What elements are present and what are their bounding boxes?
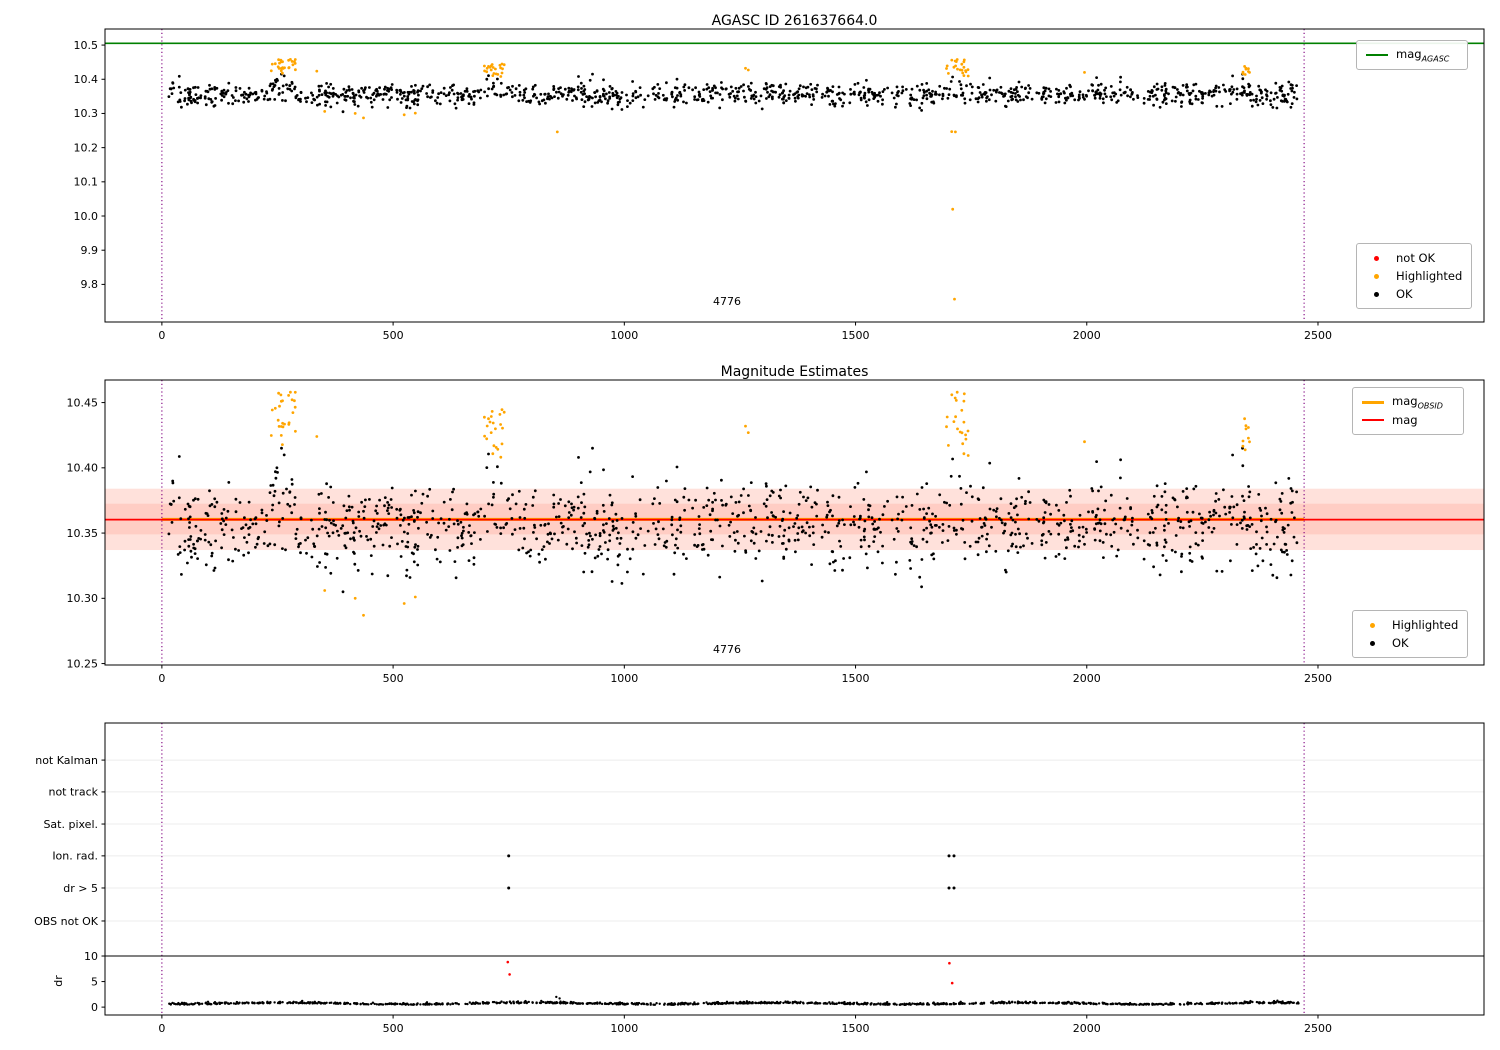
flag-row-label: Sat. pixel. — [43, 818, 98, 831]
axes-frame — [104, 379, 1485, 666]
sample-count-annotation: 4776 — [713, 643, 741, 656]
legend-line-icon — [1362, 400, 1384, 404]
y-tick-label: 10.25 — [67, 657, 99, 670]
legend: magOBSID mag — [1352, 387, 1464, 435]
chart2-title: Magnitude Estimates — [720, 364, 869, 380]
legend-label: Highlighted — [1396, 269, 1463, 283]
y-tick-label: 10.3 — [74, 107, 99, 120]
y-tick-label: 10.1 — [74, 176, 99, 189]
legend-entry: Highlighted — [1366, 267, 1462, 285]
y-tick-label: 10.4 — [74, 73, 99, 86]
legend-label: magAGASC — [1396, 46, 1450, 64]
flag-row-label: Ion. rad. — [52, 850, 98, 863]
highlighted-points — [269, 58, 1251, 301]
flag-row-label: not track — [48, 786, 98, 799]
legend-label: OK — [1396, 287, 1413, 301]
dr-tick-label: 10 — [84, 950, 98, 963]
x-tick-label: 0 — [158, 672, 165, 685]
legend-entry: OK — [1362, 634, 1458, 652]
y-tick-label: 10.2 — [74, 141, 99, 154]
ok-points — [167, 446, 1299, 594]
y-tick-label: 10.5 — [74, 39, 99, 52]
y-tick-label: 10.30 — [67, 592, 99, 605]
legend-line-icon — [1366, 54, 1388, 56]
dr-not-ok-points — [506, 960, 954, 985]
flag-row-label: OBS not OK — [34, 915, 99, 928]
legend-entry: magOBSID — [1362, 393, 1454, 411]
x-tick-label: 1000 — [610, 1022, 638, 1035]
x-tick-label: 1000 — [610, 672, 638, 685]
axes-frame — [104, 28, 1485, 323]
x-tick-label: 500 — [383, 1022, 404, 1035]
flag-points — [507, 854, 956, 890]
legend-dot-icon — [1374, 255, 1379, 261]
highlighted-points — [269, 390, 1251, 617]
x-tick-label: 0 — [158, 1022, 165, 1035]
x-tick-label: 1500 — [842, 329, 870, 342]
dr-tick-label: 0 — [91, 1001, 98, 1014]
legend: magAGASC — [1356, 40, 1468, 70]
chart1-title: AGASC ID 261637664.0 — [711, 13, 878, 29]
flag-row-label: dr > 5 — [63, 882, 98, 895]
chart-flags-dr: not Kalman not track Sat. pixel. Ion. rad. d… — [34, 722, 1485, 1035]
y-tick-label: 10.40 — [67, 462, 99, 475]
y-tick-label: 9.9 — [81, 244, 99, 257]
y-tick-label: 10.0 — [74, 210, 99, 223]
legend-dot-icon — [1370, 640, 1375, 646]
legend-label: magOBSID — [1392, 393, 1443, 411]
legend-entry: OK — [1366, 285, 1462, 303]
legend-label: Highlighted — [1392, 618, 1459, 632]
legend-dot-icon — [1374, 291, 1379, 297]
x-tick-label: 2500 — [1304, 672, 1332, 685]
legend-entry: Highlighted — [1362, 616, 1458, 634]
ok-points — [167, 72, 1299, 114]
legend-dot-icon — [1370, 622, 1375, 628]
x-tick-label: 0 — [158, 329, 165, 342]
legend-entry: magAGASC — [1366, 46, 1458, 64]
flag-row-label: not Kalman — [35, 754, 98, 767]
x-tick-label: 1000 — [610, 329, 638, 342]
chart-agasc-mag: 4776 0 500 1000 1500 2000 2500 9.8 9.9 10.0 10.1 10… — [74, 28, 1485, 342]
dr-axis-label: dr — [52, 975, 65, 987]
legend: Highlighted OK — [1352, 610, 1469, 658]
chart-magnitude-estimates: 4776 0 500 1000 1500 2000 2500 10.25 10.30 10.35 1… — [67, 379, 1485, 685]
x-tick-label: 1500 — [842, 1022, 870, 1035]
legend-entry: not OK — [1366, 249, 1462, 267]
x-tick-label: 2000 — [1073, 672, 1101, 685]
y-tick-label: 10.35 — [67, 527, 99, 540]
y-tick-label: 9.8 — [81, 278, 99, 291]
x-tick-label: 2000 — [1073, 1022, 1101, 1035]
axes-frame — [104, 722, 1485, 1016]
x-tick-label: 500 — [383, 672, 404, 685]
legend-line-icon — [1362, 419, 1384, 421]
legend: not OK Highlighted OK — [1356, 243, 1473, 309]
x-tick-label: 2500 — [1304, 1022, 1332, 1035]
x-tick-label: 1500 — [842, 672, 870, 685]
dr-tick-label: 5 — [91, 975, 98, 988]
dr-points — [168, 995, 1300, 1006]
legend-dot-icon — [1374, 273, 1379, 279]
x-tick-label: 2000 — [1073, 329, 1101, 342]
legend-label: not OK — [1396, 251, 1436, 265]
y-tick-label: 10.45 — [67, 396, 99, 409]
x-tick-label: 500 — [383, 329, 404, 342]
x-tick-label: 2500 — [1304, 329, 1332, 342]
sample-count-annotation: 4776 — [713, 295, 741, 308]
legend-label: mag — [1392, 413, 1418, 427]
legend-label: OK — [1392, 636, 1409, 650]
legend-entry: mag — [1362, 411, 1454, 429]
